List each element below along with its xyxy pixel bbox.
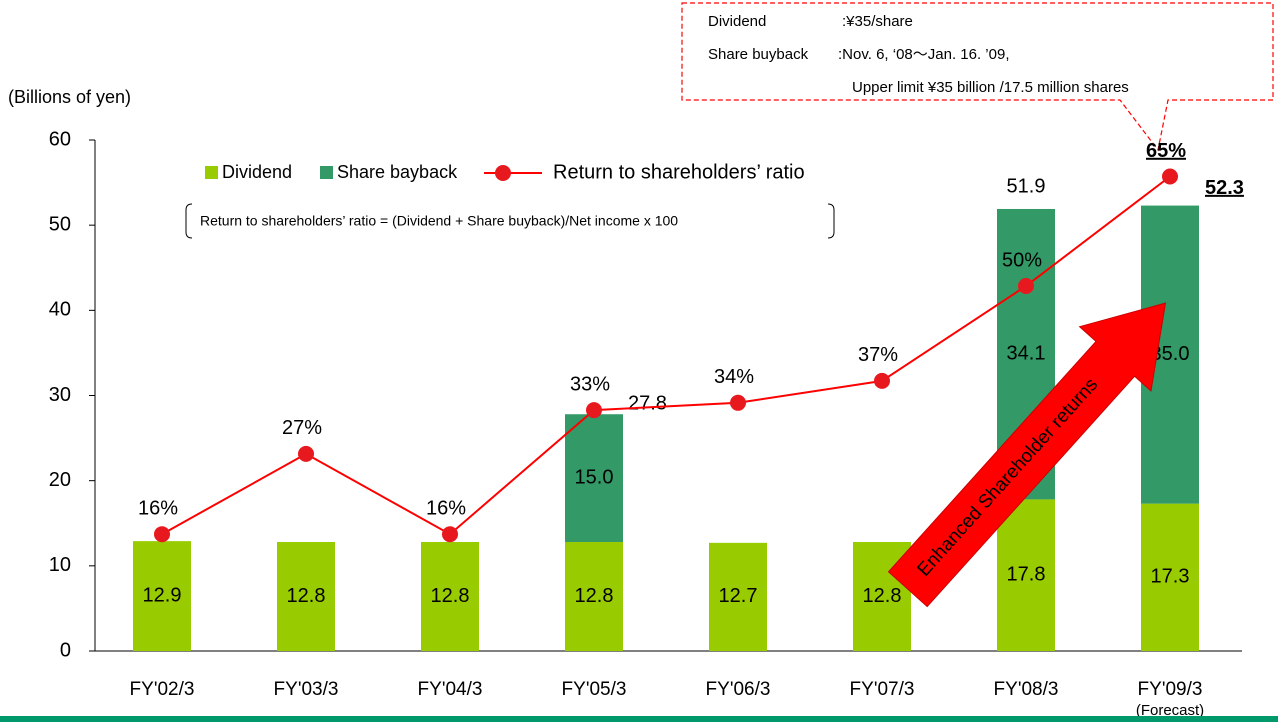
category-note: (Forecast): [1136, 702, 1204, 719]
ratio-label: 50%: [1002, 249, 1042, 271]
formula-note: Return to shareholders’ ratio = (Dividen…: [200, 213, 678, 229]
x-tick-label: FY'09/3: [1138, 679, 1203, 700]
bar-segment: [277, 541, 335, 651]
legend-swatch: [205, 166, 218, 179]
x-tick-label: FY'03/3: [274, 679, 339, 700]
callout-text: :¥35/share: [842, 13, 913, 30]
callout-box: [681, 2, 1274, 152]
y-tick-label: 60: [49, 128, 71, 150]
y-tick-label: 20: [49, 469, 71, 491]
y-tick-label: 10: [49, 554, 71, 576]
bar-segment: [565, 414, 623, 542]
ratio-label: 33%: [570, 373, 610, 395]
total-label: 51.9: [1007, 175, 1046, 197]
x-tick-label: FY'06/3: [706, 679, 771, 700]
data-label: 35.0: [1151, 343, 1190, 365]
data-label: 12.7: [719, 585, 758, 607]
ratio-point: [1162, 168, 1178, 185]
callout-label: Dividend: [708, 13, 766, 30]
ratio-label: 34%: [714, 366, 754, 388]
callout-text: Upper limit ¥35 billion /17.5 million sh…: [852, 79, 1129, 96]
bar-segment: [421, 541, 479, 651]
ratio-point: [442, 526, 458, 543]
x-tick-label: FY'04/3: [418, 679, 483, 700]
bar-segment: [997, 499, 1055, 651]
data-label: 12.8: [431, 585, 470, 607]
x-tick-label: FY'07/3: [850, 679, 915, 700]
legend-label: Return to shareholders’ ratio: [553, 161, 805, 183]
bar-segment: [709, 542, 767, 651]
ratio-label: 65%: [1146, 140, 1186, 162]
legend-label: Share bayback: [337, 162, 458, 182]
callout-text: :Nov. 6, ‘08～Jan. 16. ’09,: [838, 46, 1009, 63]
bar-segment: [1141, 503, 1199, 651]
callout-label: Share buyback: [708, 46, 809, 63]
ratio-point: [298, 445, 314, 462]
legend-label: Dividend: [222, 162, 292, 182]
y-tick-label: 40: [49, 299, 71, 321]
bar-segment: [133, 541, 191, 651]
total-label: 52.3: [1205, 177, 1244, 199]
x-tick-label: FY'05/3: [562, 679, 627, 700]
ratio-label: 37%: [858, 344, 898, 366]
footer-bar: [0, 716, 1278, 722]
y-tick-label: 0: [60, 639, 71, 661]
x-tick-label: FY'08/3: [994, 679, 1059, 700]
ratio-point: [874, 372, 890, 389]
bracket: [185, 203, 193, 239]
data-label: 17.3: [1151, 566, 1190, 588]
x-tick-label: FY'02/3: [130, 679, 195, 700]
data-label: 34.1: [1007, 342, 1046, 364]
bracket: [827, 203, 835, 239]
legend-swatch: [320, 166, 333, 179]
bar-segment: [565, 541, 623, 651]
data-label: 12.9: [143, 584, 182, 606]
data-label: 12.8: [863, 585, 902, 607]
ratio-point: [154, 526, 170, 543]
ratio-label: 16%: [138, 497, 178, 519]
arrow: [887, 302, 1167, 608]
y-tick-label: 50: [49, 213, 71, 235]
y-axis-label: (Billions of yen): [8, 87, 131, 107]
y-tick-label: 30: [49, 384, 71, 406]
ratio-label: 27%: [282, 417, 322, 439]
ratio-point: [730, 394, 746, 411]
ratio-point: [586, 402, 602, 419]
ratio-line: [161, 175, 1171, 536]
ratio-label: 16%: [426, 497, 466, 519]
data-label: 12.8: [575, 585, 614, 607]
data-label: 12.8: [287, 585, 326, 607]
total-label: 27.8: [628, 393, 667, 415]
ratio-point: [1018, 278, 1034, 294]
legend-marker: [495, 165, 511, 181]
data-label: 15.0: [575, 466, 614, 488]
data-label: 17.8: [1007, 563, 1046, 585]
